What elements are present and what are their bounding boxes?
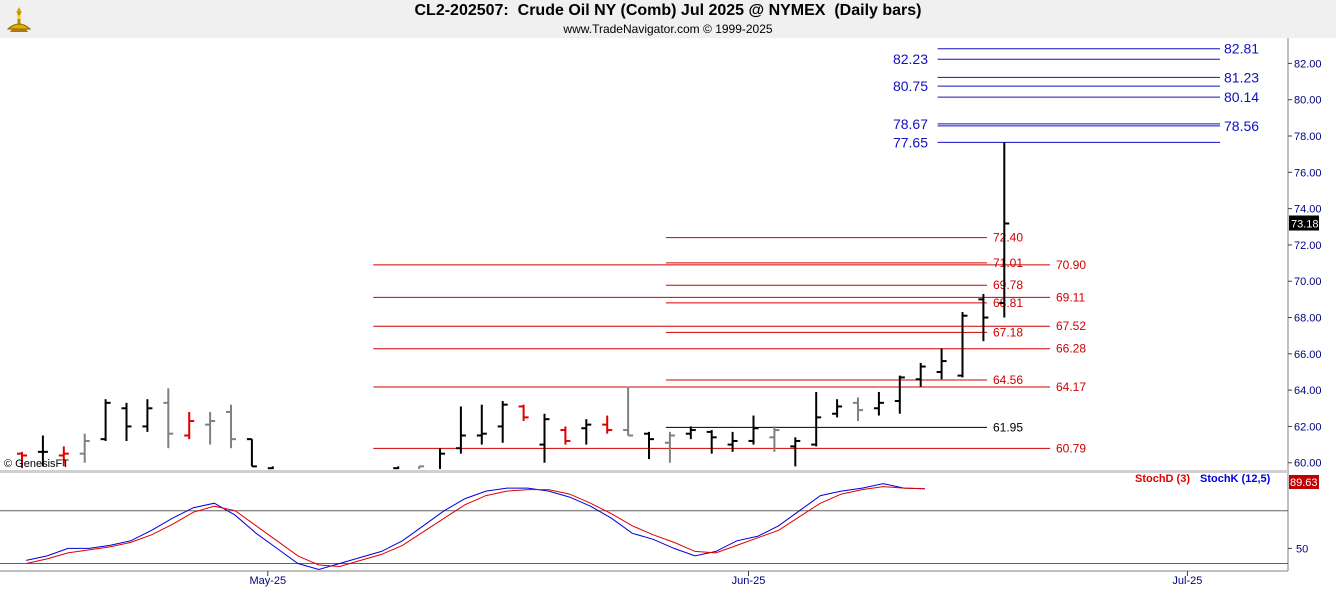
price-level-label: 67.52 [1056,319,1086,333]
x-tick-label: May-25 [249,575,286,587]
price-panel-background [0,38,1288,470]
y-axis-background [1288,38,1336,591]
price-level-label: 80.75 [893,78,928,94]
x-tick-label: Jul-25 [1172,575,1202,587]
last-price-box [1289,215,1319,231]
price-level-label: 78.56 [1224,118,1259,134]
y-tick-label: 60.00 [1294,458,1322,470]
price-level-label: 69.11 [1056,290,1085,304]
price-level-label: 80.14 [1224,89,1259,105]
last-price-label: 73.18 [1291,219,1319,231]
y-tick-label: 66.00 [1294,349,1322,361]
stochastic-panel: 50 StochD (3) StochK (12,5) 89.63 [0,473,1319,571]
price-level-label: 77.65 [893,134,928,150]
stoch-value-box [1289,475,1319,489]
price-level-label: 67.18 [993,325,1023,339]
price-level-label: 69.78 [993,278,1023,292]
y-tick-label: 74.00 [1294,204,1322,216]
date-axis: May-25 Jun-25 Jul-25 [249,571,1202,587]
price-level-label: 78.67 [893,116,928,132]
y-tick-label: 70.00 [1294,276,1322,288]
stoch-y-label: 50 [1296,543,1308,555]
y-tick-label: 72.00 [1294,240,1322,252]
price-level-label: 60.79 [1056,441,1086,455]
stoch-value-label: 89.63 [1290,477,1318,489]
stochd-line [26,486,925,568]
x-tick-label: Jun-25 [732,575,766,587]
price-level-label: 61.95 [993,420,1023,434]
price-level-label: 82.81 [1224,41,1259,57]
price-level-label: 64.56 [993,373,1023,387]
ohlc-bars [17,142,1010,470]
chart-title: CL2-202507: Crude Oil NY (Comb) Jul 2025… [414,2,922,19]
y-tick-label: 82.00 [1294,58,1322,70]
price-levels: 82.81 82.23 81.23 80.75 80.14 78.67 78.56 77.65… [373,41,1259,455]
y-tick-label: 64.00 [1294,385,1322,397]
y-tick-label: 62.00 [1294,421,1322,433]
stochd-legend: StochD (3) [1135,473,1190,485]
stochk-line [26,483,925,571]
chart-subtitle: www.TradeNavigator.com © 1999-2025 [563,22,773,36]
price-level-label: 71.01 [993,256,1023,270]
price-level-label: 64.17 [1056,380,1086,394]
price-level-label: 70.90 [1056,258,1086,272]
y-tick-label: 78.00 [1294,131,1322,143]
price-level-label: 66.28 [1056,342,1086,356]
y-tick-label: 76.00 [1294,167,1322,179]
price-level-label: 82.23 [893,51,928,67]
y-tick-label: 68.00 [1294,313,1322,325]
genesis-watermark: © GenesisFT [4,458,69,470]
price-axis: 60.00 62.00 64.00 66.00 68.00 70.00 72.00 74.00… [1288,58,1322,470]
price-level-label: 81.23 [1224,69,1259,85]
price-level-label: 68.81 [993,296,1023,310]
trade-navigator-logo-icon [4,3,34,35]
price-level-label: 72.40 [993,231,1023,245]
y-tick-label: 80.00 [1294,95,1322,107]
stochk-legend: StochK (12,5) [1200,473,1271,485]
chart-header: CL2-202507: Crude Oil NY (Comb) Jul 2025… [0,0,1336,39]
panel-divider [0,470,1288,473]
